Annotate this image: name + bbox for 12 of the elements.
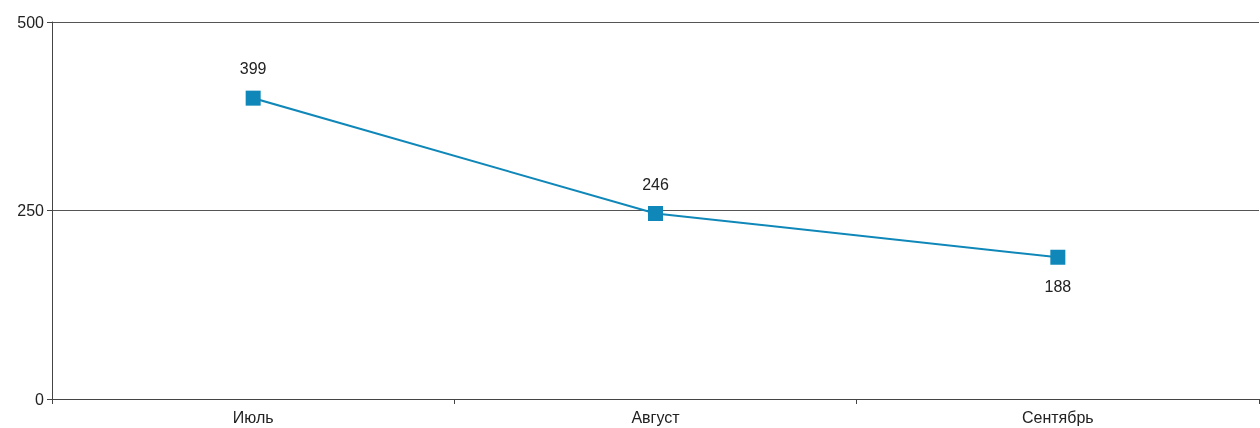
x-tick-label: Август: [631, 408, 681, 426]
point: [648, 206, 663, 222]
x-tick-label: Сентябрь: [1021, 408, 1094, 426]
data-label: 188: [1044, 278, 1072, 296]
y-tick-label: 500: [17, 13, 45, 31]
x-tick-label: Июль: [232, 408, 274, 426]
data-label: 399: [239, 60, 267, 78]
point: [1050, 249, 1066, 265]
y-tick-label: 250: [17, 202, 45, 219]
y-tick-label: 0: [35, 390, 45, 408]
point: [245, 90, 261, 106]
data-label: 246: [642, 175, 669, 193]
